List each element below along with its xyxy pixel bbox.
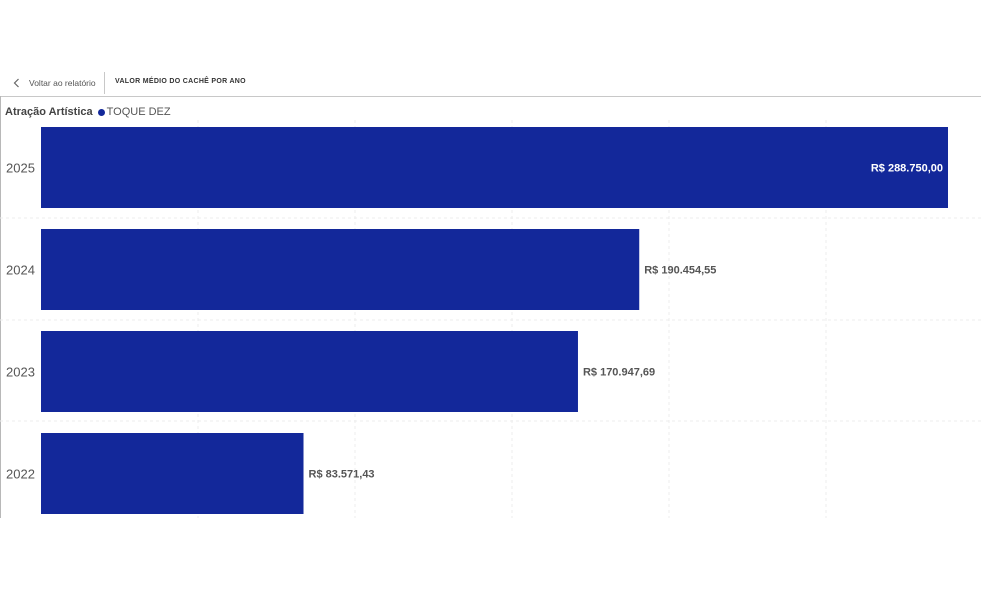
report-header: Voltar ao relatório VALOR MÉDIO DO CACHÊ… [0,70,981,97]
category-label-2024: 2024 [6,263,35,278]
bar-chart: 2025 R$ 288.750,00 2024 R$ 190.454,55 2023 R$… [0,120,981,518]
chart-legend: Atração Artística TOQUE DEZ [5,104,171,120]
category-label-2022: 2022 [6,467,35,482]
back-label: Voltar ao relatório [29,78,96,88]
data-label-2024: R$ 190.454,55 [644,265,716,277]
back-to-report-button[interactable]: Voltar ao relatório [10,76,96,90]
bar-2022[interactable] [41,433,304,514]
page-title: VALOR MÉDIO DO CACHÊ POR ANO [115,78,246,85]
legend-title: Atração Artística [5,106,93,118]
bar-2025[interactable] [41,127,948,208]
bar-2024[interactable] [41,229,640,310]
chart-left-border [0,96,1,518]
category-label-2023: 2023 [6,365,35,380]
chevron-left-icon [13,78,19,88]
bar-2023[interactable] [41,331,578,412]
data-label-2022: R$ 83.571,43 [309,469,375,481]
category-label-2025: 2025 [6,161,35,176]
legend-series-label: TOQUE DEZ [106,106,171,118]
data-label-2025: R$ 288.750,00 [871,163,943,175]
header-divider [104,72,105,94]
legend-marker [97,108,105,116]
data-label-2023: R$ 170.947,69 [583,367,655,379]
